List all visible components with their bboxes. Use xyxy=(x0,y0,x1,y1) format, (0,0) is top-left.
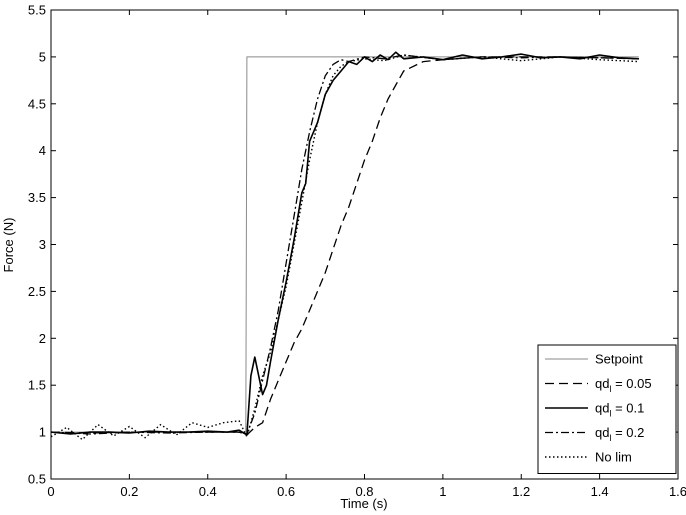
axis-ticks: 0 0.2 0.4 0.6 0.8 1 1.2 1.4 1.6 0.5 1 1.5 2 2.5 3 3.5 4 4… xyxy=(28,3,686,500)
y-tick-label: 5 xyxy=(39,49,46,64)
series-line-3 xyxy=(50,51,639,436)
series-line-5 xyxy=(50,54,639,441)
x-axis-label: Time (s) xyxy=(340,496,387,511)
y-tick-label: 4 xyxy=(39,143,46,158)
y-tick-label: 3 xyxy=(39,237,46,252)
x-tick-label: 0.6 xyxy=(277,484,295,499)
y-tick-label: 2 xyxy=(39,331,46,346)
y-tick-label: 0.5 xyxy=(28,472,46,487)
series-layer xyxy=(50,51,639,441)
y-tick-label: 5.5 xyxy=(28,3,46,18)
y-tick-label: 3.5 xyxy=(28,190,46,205)
x-tick-label: 0.2 xyxy=(120,484,138,499)
y-axis-label: Force (N) xyxy=(1,218,16,273)
x-tick-label: 0.8 xyxy=(355,484,373,499)
y-tick-label: 1 xyxy=(39,425,46,440)
legend-label: qdl = 0.05 xyxy=(595,376,652,394)
x-tick-label: 1.4 xyxy=(591,484,609,499)
y-tick-label: 2.5 xyxy=(28,284,46,299)
legend-label: qdl = 0.2 xyxy=(595,425,644,443)
legend: Setpoint qdl = 0.05 qdl = 0.1 qdl = 0.2 No l… xyxy=(537,344,677,474)
legend-label: Setpoint xyxy=(595,352,643,367)
legend-label: No lim xyxy=(595,450,632,465)
x-tick-label: 1.6 xyxy=(669,484,686,499)
series-line-4 xyxy=(50,54,639,435)
x-tick-label: 0.4 xyxy=(199,484,217,499)
legend-label: qdl = 0.1 xyxy=(595,401,644,419)
x-tick-label: 1.2 xyxy=(512,484,530,499)
legend-box xyxy=(537,344,677,474)
y-tick-label: 4.5 xyxy=(28,96,46,111)
x-tick-label: 1 xyxy=(439,484,446,499)
y-tick-label: 1.5 xyxy=(28,378,46,393)
x-tick-label: 0 xyxy=(47,484,54,499)
